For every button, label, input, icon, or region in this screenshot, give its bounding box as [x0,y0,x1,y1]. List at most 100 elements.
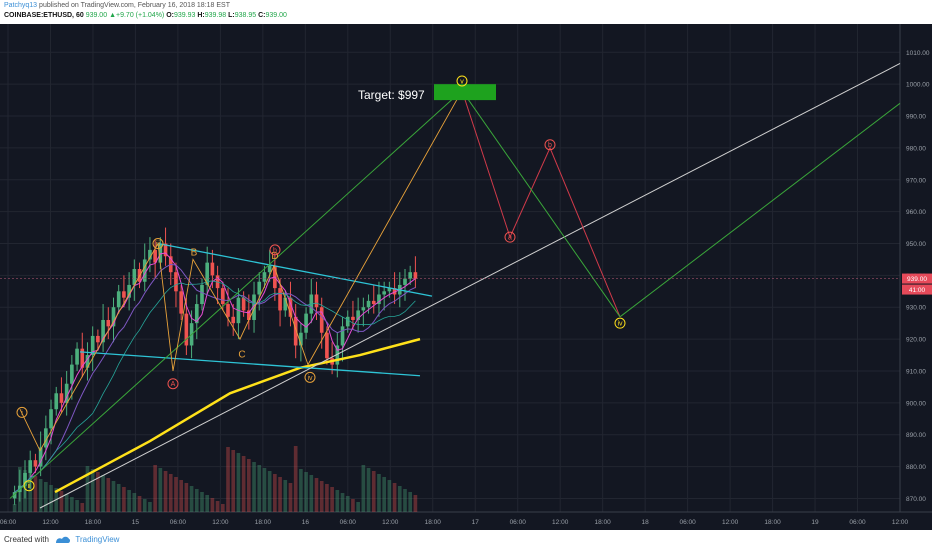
created-with: Created with TradingView [4,535,119,544]
candle-body [23,472,27,486]
ma-long-line [14,280,416,493]
volume-bar [304,472,308,512]
x-tick-label: 12:00 [552,519,569,526]
x-tick-label: 12:00 [382,519,399,526]
volume-bar [330,487,334,512]
trendline-white [39,63,901,509]
target-label: Target: $997 [358,88,425,102]
candle-body [153,249,157,263]
volume-bar [116,484,121,512]
author-username[interactable]: Patchyq13 [4,2,38,9]
volume-bar [293,446,298,512]
volume-bar [189,486,194,512]
y-tick-label: 920.00 [906,337,926,344]
wave-label-circle [269,244,281,256]
candle-body [90,335,95,356]
candle-body [392,288,397,295]
candle-body [142,259,147,282]
candle-body [314,294,319,308]
volume-bar [403,489,407,512]
candle-body [335,345,340,365]
chart-area[interactable]: 870.00 880.00 890.00 900.00 910.00 920.00 930.… [0,24,932,530]
candle-body [304,313,308,333]
volume-bar [64,494,69,512]
volume-bar [127,490,131,512]
x-tick-label: 18 [642,519,650,526]
wave-label: b [548,142,552,149]
volume-bar [142,499,147,512]
x-tick-label: 18:00 [425,519,442,526]
candle-body [403,278,407,285]
countdown-tag [902,284,932,295]
volume-bar [101,475,105,512]
high-value: 939.98 [204,12,227,19]
volume-bar [387,480,392,512]
x-tick-label: 06:00 [0,519,17,526]
x-tick-label: 12:00 [892,519,909,526]
wave-label-circle [152,238,164,250]
volume-bar [262,468,267,512]
volume-bar [210,498,215,512]
volume-bar [153,465,157,512]
created-with-label: Created with [4,535,49,544]
wave-label-circle [614,317,626,329]
volume-bar [205,495,210,512]
candle-body [226,304,230,317]
low-value: 938.95 [234,12,257,19]
volume-bar [252,462,256,512]
volume-bar [366,468,371,512]
volume-bar [345,496,350,512]
channel-green-up [9,90,463,499]
candle-body [361,307,366,311]
candle-body [163,243,168,257]
chart-canvas[interactable]: 870.00 880.00 890.00 900.00 910.00 920.00 930.… [0,24,932,530]
close-label: C: [258,12,266,19]
y-tick-label: 1000.00 [906,82,930,89]
volume-bar [299,469,303,512]
close-value: 939.00 [265,12,287,19]
volume-bar [231,450,236,512]
triangle-lower-line [79,351,421,377]
volume-bar [371,471,376,512]
candle-body [377,294,381,305]
candle-body [262,272,267,282]
wave-label-circle [544,139,556,151]
y-tick-label: 890.00 [906,432,926,439]
low-label: L: [228,12,235,19]
volume-bar [194,489,199,512]
y-tick-label: 990.00 [906,114,926,121]
wave-label: D [271,251,278,262]
candle-body [288,297,293,317]
candle-body [148,249,152,260]
candle-body [54,393,59,410]
volume-bar [288,483,293,512]
wave-label-circle [167,378,179,390]
candle-body [319,307,324,333]
volume-bar [44,482,48,512]
wave-label: iii [156,241,161,248]
x-tick-label: 18:00 [595,519,612,526]
volume-bar [28,473,33,512]
open-label: O: [166,12,174,19]
y-tick-label: 880.00 [906,464,926,471]
wave-label-circle [16,406,28,418]
candle-body [210,262,215,276]
volume-bar [413,495,418,512]
volume-bar [174,477,178,512]
volume-bar [335,490,340,512]
candle-body [12,492,17,499]
volume-bar [90,469,95,512]
volume-bar [377,474,381,512]
candle-body [340,326,345,346]
tradingview-brand[interactable]: TradingView [75,535,120,545]
high-label: H: [197,12,205,19]
candle-body [325,332,329,359]
wave-label: i [21,410,23,417]
triangle-upper-line [157,242,433,297]
y-tick-label: 1010.00 [906,50,930,57]
volume-bar [241,456,246,512]
wave-label-circle [456,75,468,87]
volume-bar [267,471,272,512]
candle-body [132,269,137,285]
candle-body [80,348,85,368]
